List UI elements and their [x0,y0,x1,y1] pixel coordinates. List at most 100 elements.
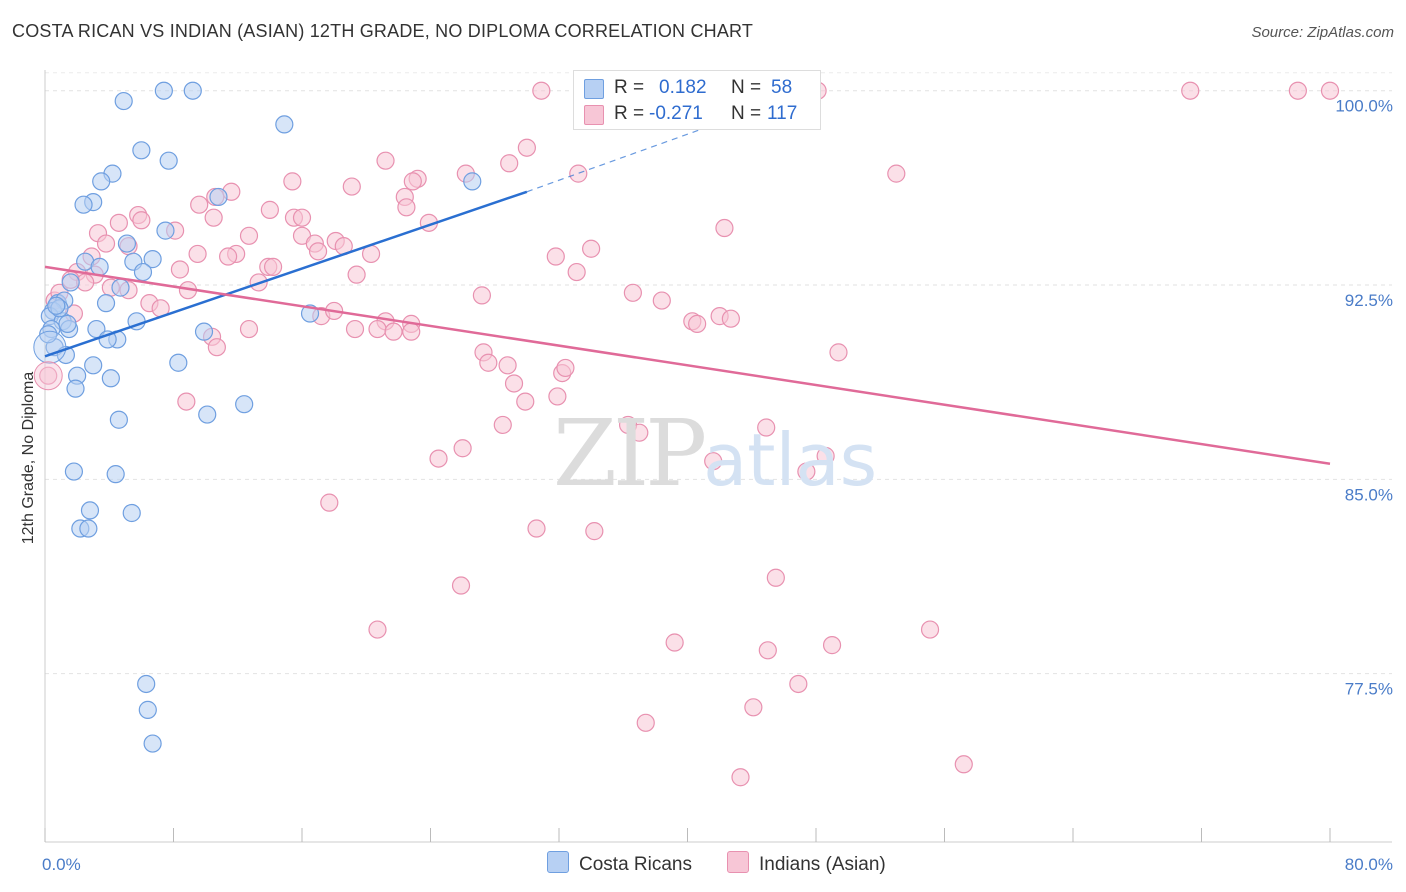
point-indians-asian [479,353,498,372]
legend-n-value: 117 [767,103,798,124]
tick-labels: 77.5% 85.0% 92.5% 100.0% 0.0% 80.0% [42,97,1393,874]
point-indians-asian [532,81,551,100]
point-indians-asian [263,257,283,276]
point-indians-asian [493,415,512,435]
point-indians-asian [517,138,536,157]
point-indians-asian [704,452,723,471]
point-indians-asian [548,387,567,406]
point-costa-ricans [64,462,84,481]
point-indians-asian [688,314,707,333]
source-label: Source: ZipAtlas.com [1251,24,1394,41]
point-indians-asian [665,633,684,652]
point-costa-ricans [90,257,109,276]
point-indians-asian [516,392,535,411]
point-indians-asian [556,358,575,378]
point-costa-ricans [117,234,137,253]
legend-n-label: N = [731,77,762,98]
point-costa-ricans [122,503,141,523]
point-indians-asian [403,172,422,191]
point-indians-asian [527,519,546,538]
legend-indians-asian: Indians (Asian) [727,851,886,876]
point-costa-ricans [275,115,294,134]
point-indians-asian [504,374,524,393]
trend-line-costa-ricans [44,190,528,358]
point-costa-ricans [111,278,130,297]
point-indians-asian [397,198,416,217]
stats-legend: R = 0.182 N = 58 R = -0.271 N = 117 [573,70,821,130]
point-indians-asian [567,262,586,282]
y-tick-label: 100.0% [1335,97,1393,116]
legend-swatch-blue [547,851,569,873]
y-axis-label: 12th Grade, No Diploma [20,372,37,545]
point-indians-asian [429,449,448,468]
point-costa-ricans [80,501,100,520]
point-indians-asian [190,195,209,214]
point-indians-asian [829,343,848,362]
legend-label-costa-ricans: Costa Ricans [579,854,692,875]
point-costa-ricans [92,172,111,191]
legend-swatch-pink [727,851,749,873]
point-indians-asian [109,213,128,232]
watermark-zip: ZIP [553,400,707,507]
point-costa-ricans [33,330,67,364]
point-costa-ricans [66,379,85,398]
point-indians-asian [816,446,835,466]
point-indians-asian [177,392,196,411]
legend-r-label: R = [614,77,645,98]
point-indians-asian [347,265,366,284]
point-indians-asian [758,641,777,660]
point-costa-ricans [101,369,120,388]
point-costa-ricans [132,141,151,160]
point-indians-asian [789,674,808,694]
point-indians-asian [1181,81,1200,100]
point-costa-ricans [61,273,80,292]
point-indians-asian [219,247,238,266]
point-costa-ricans [198,405,217,424]
point-costa-ricans [133,262,153,282]
chart-title: COSTA RICAN VS INDIAN (ASIAN) 12TH GRADE… [12,21,754,41]
point-indians-asian [715,218,734,238]
point-costa-ricans [156,221,175,240]
point-indians-asian [239,319,259,339]
point-indians-asian [569,164,588,183]
point-indians-asian [500,154,519,173]
legend-swatch-blue [584,79,604,99]
point-indians-asian [636,713,655,732]
point-costa-ricans [47,296,66,315]
point-indians-asian [797,462,816,481]
point-indians-asian [368,319,387,339]
watermark: ZIPatlas [553,400,877,507]
point-indians-asian [887,164,906,183]
point-indians-asian [744,698,763,717]
legend-n-label: N = [731,103,762,124]
point-indians-asian [453,439,472,458]
point-indians-asian [757,418,776,437]
point-indians-asian [368,620,387,639]
point-indians-asian [652,291,671,310]
point-costa-ricans [109,410,128,429]
point-indians-asian [188,244,207,264]
point-costa-ricans [154,81,173,100]
point-costa-ricans [84,356,103,375]
point-indians-asian [283,172,302,191]
point-indians-asian [721,309,740,328]
point-indians-asian [766,568,785,587]
axes [44,70,1392,843]
point-costa-ricans [58,314,77,333]
point-costa-ricans [96,294,116,313]
point-costa-ricans [138,700,157,719]
point-indians-asian [292,208,312,227]
y-tick-label: 85.0% [1345,485,1393,504]
point-costa-ricans [114,91,133,111]
point-costa-ricans [235,395,254,414]
legend-n-value: 58 [771,77,793,98]
point-indians-asian [472,286,491,305]
legend-swatch-pink [584,105,604,125]
point-indians-asian [96,234,116,253]
point-indians-asian [630,423,649,442]
point-indians-asian [1320,81,1340,100]
point-indians-asian [376,151,395,170]
point-indians-asian [546,247,565,266]
point-costa-ricans [106,465,125,484]
